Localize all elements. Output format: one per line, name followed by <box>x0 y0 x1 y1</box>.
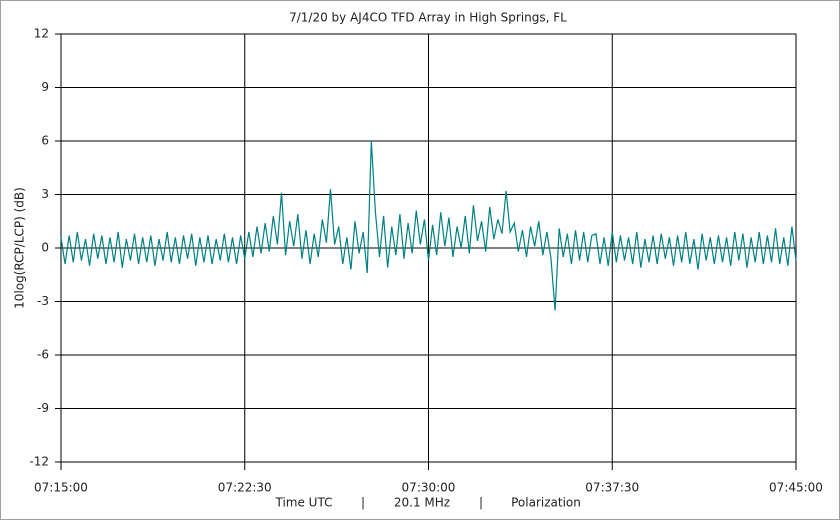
x-tick-label: 07:22:30 <box>218 481 272 495</box>
y-tick-label: -12 <box>29 455 49 469</box>
x-axis-label: Time UTC <box>275 496 333 510</box>
y-tick-label: 3 <box>41 187 49 201</box>
y-tick-label: -6 <box>37 348 49 362</box>
x-tick-label: 07:15:00 <box>34 481 88 495</box>
x-tick-label: 07:37:30 <box>585 481 639 495</box>
y-tick-label: -9 <box>37 401 49 415</box>
x-axis-label: 20.1 MHz <box>394 496 450 510</box>
plot-frame <box>60 33 797 463</box>
x-axis-label: | <box>479 496 483 510</box>
x-axis-label: Polarization <box>511 496 581 510</box>
y-tick-label: 9 <box>41 80 49 94</box>
x-axis-label: | <box>361 496 365 510</box>
x-tick-label: 07:45:00 <box>769 481 823 495</box>
chart-title: 7/1/20 by AJ4CO TFD Array in High Spring… <box>289 11 567 25</box>
y-axis-label: 10log(RCP/LCP) (dB) <box>13 187 27 309</box>
y-tick-label: 6 <box>41 134 49 148</box>
data-line <box>60 140 797 311</box>
y-tick-label: -3 <box>37 294 49 308</box>
y-tick-label: 12 <box>34 27 49 41</box>
y-tick-label: 0 <box>41 241 49 255</box>
x-tick-label: 07:30:00 <box>402 481 456 495</box>
